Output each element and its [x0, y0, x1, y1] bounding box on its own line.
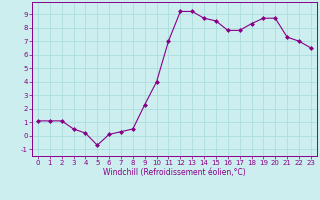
X-axis label: Windchill (Refroidissement éolien,°C): Windchill (Refroidissement éolien,°C) [103, 168, 246, 177]
